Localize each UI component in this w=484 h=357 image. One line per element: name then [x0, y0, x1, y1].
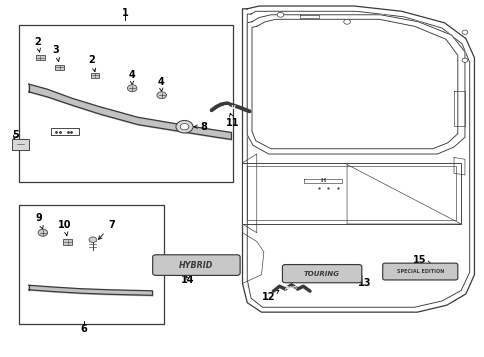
Circle shape: [461, 30, 467, 34]
Text: 4: 4: [128, 70, 135, 85]
Circle shape: [180, 124, 188, 130]
FancyBboxPatch shape: [382, 263, 457, 280]
Circle shape: [461, 58, 467, 62]
Text: 4: 4: [157, 77, 164, 91]
Text: 8: 8: [194, 122, 207, 132]
Circle shape: [277, 12, 283, 17]
Text: HYBRID: HYBRID: [179, 261, 213, 270]
Polygon shape: [242, 6, 473, 312]
Bar: [19, 25, 232, 182]
Text: 6: 6: [81, 324, 88, 334]
Text: 9: 9: [36, 213, 43, 229]
Bar: [63, 239, 72, 245]
Bar: [12, 139, 29, 150]
Polygon shape: [242, 163, 460, 224]
Text: 11: 11: [226, 113, 239, 127]
Text: 10: 10: [58, 220, 71, 236]
Bar: [91, 73, 99, 78]
Bar: [55, 65, 64, 70]
Circle shape: [176, 120, 193, 133]
Text: 12: 12: [261, 290, 278, 302]
Text: 15: 15: [412, 255, 431, 265]
Text: 1: 1: [121, 8, 128, 18]
Text: 7: 7: [98, 220, 114, 240]
FancyBboxPatch shape: [152, 255, 240, 275]
Text: 3: 3: [53, 45, 60, 61]
Bar: [19, 205, 164, 324]
Circle shape: [38, 229, 47, 236]
Circle shape: [157, 92, 166, 99]
FancyBboxPatch shape: [282, 265, 361, 283]
Text: TOURING: TOURING: [303, 271, 339, 277]
Text: 2: 2: [34, 37, 41, 52]
Text: 5: 5: [12, 130, 19, 140]
Text: 13: 13: [358, 275, 371, 288]
Polygon shape: [247, 15, 464, 154]
Text: H: H: [320, 178, 325, 183]
Circle shape: [89, 237, 96, 242]
Bar: [36, 55, 45, 60]
Text: 14: 14: [181, 275, 194, 285]
Text: CR-V: CR-V: [223, 105, 236, 110]
Text: 2: 2: [88, 55, 95, 72]
Text: SPECIAL EDITION: SPECIAL EDITION: [396, 269, 443, 274]
Circle shape: [127, 85, 136, 92]
Circle shape: [343, 19, 349, 24]
Text: AWD: AWD: [285, 286, 297, 291]
